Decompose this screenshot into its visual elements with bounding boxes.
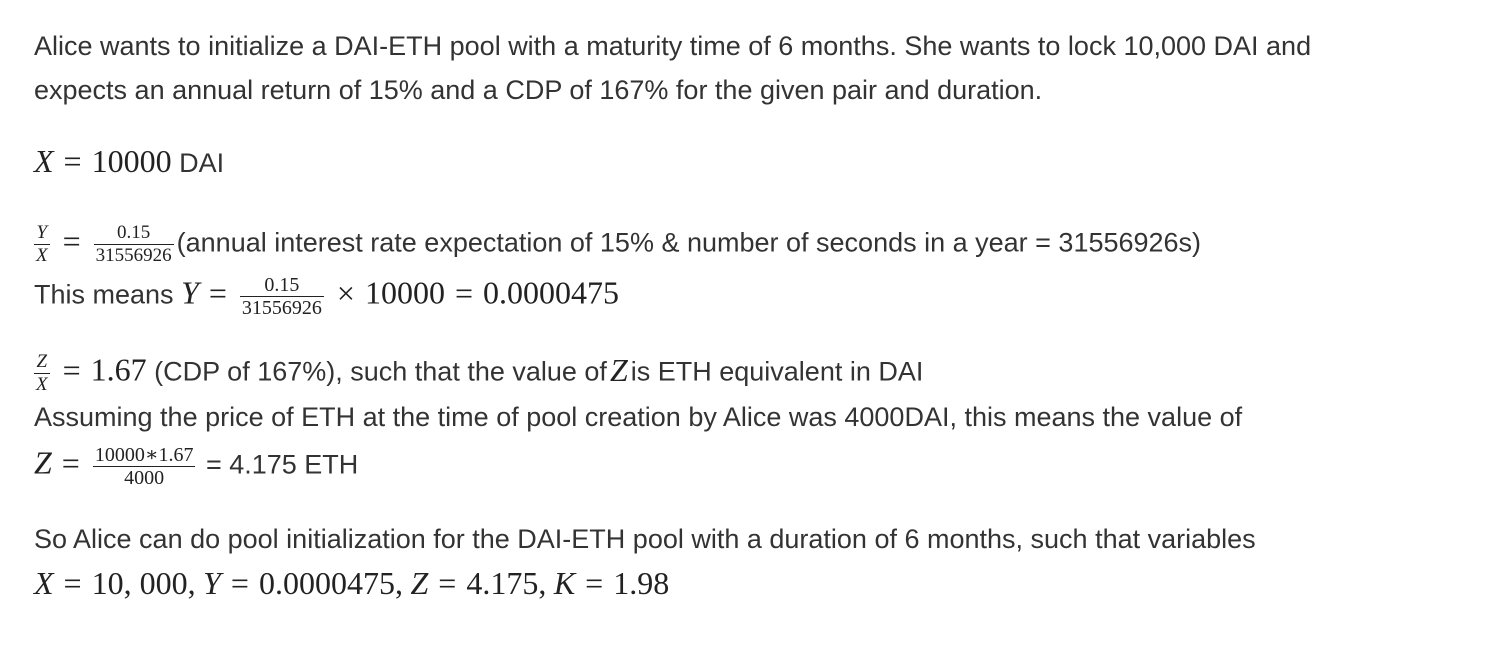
var-x: X <box>34 143 54 179</box>
fraction-z-over-x: Z X <box>34 351 50 396</box>
fraction-denominator: 31556926 <box>95 245 172 266</box>
var-z: Z <box>34 444 52 481</box>
rate-note: (annual interest rate expectation of 15%… <box>176 227 1202 258</box>
final-variables-equation: X = 10, 000, Y = 0.0000475, Z = 4.175, K = 1.98 <box>34 566 669 602</box>
fraction-y-over-x: Y X <box>34 222 50 267</box>
equals-sign: = <box>230 565 249 601</box>
equals-sign: = <box>438 565 457 601</box>
y-final-value: 0.0000475, <box>258 565 403 601</box>
fraction-numerator: Z <box>34 351 50 374</box>
y-result: 0.0000475 <box>483 274 620 311</box>
conclusion-text: So Alice can do pool initialization for … <box>34 524 1256 554</box>
z-final-value: 4.175, <box>466 565 547 601</box>
fraction-denominator: X <box>36 245 48 266</box>
fraction-numerator: 10000∗1.67 <box>92 444 196 467</box>
fraction-rate: 0.15 31556926 <box>239 274 324 319</box>
equals-sign: = <box>454 274 474 311</box>
intro-line-1: Alice wants to initialize a DAI-ETH pool… <box>34 31 1312 61</box>
equals-sign: = <box>62 222 81 259</box>
multiplier-value: 10000 <box>364 274 445 311</box>
var-z: Z <box>410 565 429 601</box>
fraction-rate: 0.15 31556926 <box>93 222 174 267</box>
equation-z-ratio: Z X = 1.67 (CDP of 167%), such that the v… <box>34 351 923 396</box>
var-x: X <box>34 565 54 601</box>
equation-prefix: This means <box>34 279 174 310</box>
equals-sign: = <box>63 565 82 601</box>
times-sign: × <box>336 274 355 311</box>
x-unit: DAI <box>179 148 225 178</box>
cdp-note-before: (CDP of 167%), such that the value of <box>154 356 607 387</box>
equation-y: This means Y = 0.15 31556926 × 10000 = 0.000… <box>34 274 619 319</box>
var-y: Y <box>181 274 199 311</box>
assumption-text: Assuming the price of ETH at the time of… <box>34 402 1243 432</box>
equals-sign: = <box>61 444 80 481</box>
fraction-z: 10000∗1.67 4000 <box>92 444 196 489</box>
equals-sign: = <box>63 143 82 179</box>
equation-y-ratio: Y X = 0.15 31556926 (annual interest rat… <box>34 222 1201 267</box>
z-result: = 4.175 ETH <box>205 449 359 480</box>
var-z: Z <box>609 351 628 388</box>
fraction-numerator: Y <box>34 222 50 245</box>
x-final-value: 10, 000, <box>91 565 196 601</box>
equation-z: Z = 10000∗1.67 4000 = 4.175 ETH <box>34 444 358 489</box>
fraction-numerator: 0.15 <box>239 274 324 297</box>
fraction-denominator: 31556926 <box>241 297 322 319</box>
equation-x: X = 10000 DAI <box>34 144 224 180</box>
intro-line-2: expects an annual return of 15% and a CD… <box>34 75 1043 105</box>
x-value: 10000 <box>91 143 172 179</box>
equals-sign: = <box>585 565 604 601</box>
k-final-value: 1.98 <box>613 565 670 601</box>
fraction-denominator: X <box>36 374 48 395</box>
fraction-denominator: 4000 <box>124 467 165 489</box>
var-k: K <box>553 565 576 601</box>
equals-sign: = <box>208 274 227 311</box>
cdp-note-after: is ETH equivalent in DAI <box>630 356 924 387</box>
equals-sign: = <box>62 351 81 388</box>
var-y: Y <box>203 565 221 601</box>
fraction-numerator: 0.15 <box>93 222 174 245</box>
cdp-value: 1.67 <box>90 351 147 388</box>
